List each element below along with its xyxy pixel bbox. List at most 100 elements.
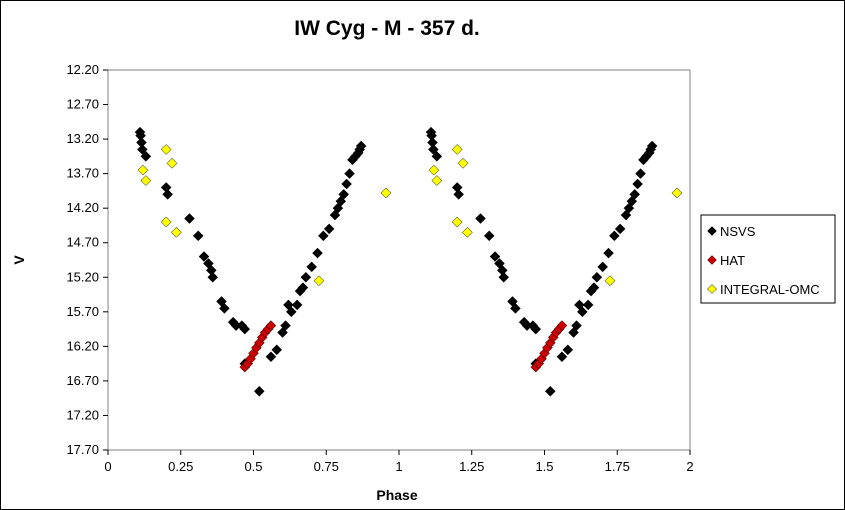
data-point — [184, 213, 195, 224]
data-point — [475, 213, 486, 224]
data-point — [603, 247, 614, 259]
legend-label: NSVS — [720, 224, 756, 239]
y-tick-label: 14.70 — [66, 235, 99, 250]
data-point — [671, 187, 683, 199]
x-tick-label: 1.5 — [535, 459, 553, 474]
series-nsvs — [134, 126, 658, 397]
x-tick-label: 0 — [104, 459, 111, 474]
data-point — [306, 261, 318, 273]
data-point — [162, 189, 174, 200]
data-point — [271, 344, 283, 356]
y-axis: 12.20 12.70 13.20 13.70 14.20 14.70 15.20 15.70… — [66, 62, 108, 457]
data-point — [451, 216, 463, 228]
data-point — [160, 144, 172, 155]
y-tick-label: 13.70 — [66, 166, 99, 181]
legend: NSVS HAT INTEGRAL-OMC — [700, 214, 836, 304]
y-tick-label: 17.70 — [66, 442, 99, 457]
data-point — [277, 327, 288, 338]
data-point — [265, 320, 277, 331]
x-tick-label: 0.25 — [168, 459, 193, 474]
data-point — [140, 151, 152, 162]
data-point — [562, 344, 574, 356]
y-axis-title: V — [11, 255, 27, 265]
data-point — [614, 223, 626, 235]
y-tick-label: 15.70 — [66, 304, 99, 319]
data-point — [591, 271, 603, 283]
data-point — [544, 385, 556, 397]
data-point — [489, 251, 501, 262]
data-point — [253, 385, 265, 397]
data-point — [198, 251, 210, 262]
x-tick-label: 0.75 — [314, 459, 339, 474]
data-point — [604, 275, 616, 287]
data-point — [428, 164, 440, 176]
data-point — [313, 275, 325, 287]
y-tick-label: 14.20 — [66, 200, 99, 215]
legend-marker — [707, 255, 717, 265]
x-tick-label: 1.75 — [605, 459, 630, 474]
legend-label: HAT — [720, 253, 745, 268]
data-point — [646, 140, 658, 152]
legend-marker — [707, 226, 717, 236]
data-point — [239, 323, 251, 335]
data-point — [530, 323, 542, 335]
data-point — [341, 178, 352, 190]
data-point — [457, 157, 469, 169]
data-point — [576, 306, 588, 318]
data-point — [498, 271, 510, 283]
data-point — [166, 157, 178, 169]
data-points — [134, 126, 683, 397]
data-point — [285, 306, 297, 318]
data-point — [355, 140, 367, 152]
x-axis-title: Phase — [376, 487, 417, 503]
x-axis: 0 0.25 0.5 0.75 1 1.25 1.5 1.75 2 — [104, 450, 694, 474]
data-point — [427, 144, 439, 155]
plot-area — [107, 69, 691, 451]
data-point — [300, 271, 312, 283]
data-point — [431, 151, 443, 162]
y-tick-label: 16.70 — [66, 373, 99, 388]
data-point — [635, 168, 646, 179]
data-point — [632, 178, 643, 190]
y-tick-label: 15.20 — [66, 269, 99, 284]
data-point — [510, 303, 521, 314]
legend-box — [700, 214, 836, 304]
data-point — [219, 303, 230, 314]
data-point — [265, 351, 277, 363]
data-point — [160, 216, 172, 228]
data-point — [597, 261, 609, 273]
data-point — [137, 164, 149, 176]
y-tick-label: 12.70 — [66, 97, 99, 112]
data-point — [556, 320, 568, 331]
y-tick-label: 16.20 — [66, 338, 99, 353]
data-point — [338, 189, 350, 200]
x-tick-label: 1 — [395, 459, 402, 474]
y-tick-label: 13.20 — [66, 131, 99, 146]
data-point — [207, 271, 219, 283]
data-point — [568, 327, 579, 338]
data-point — [380, 187, 392, 199]
series-integral-omc — [137, 144, 683, 287]
data-point — [323, 223, 335, 235]
x-tick-label: 1.25 — [459, 459, 484, 474]
series-hat — [239, 320, 568, 373]
data-point — [608, 230, 620, 242]
legend-label: INTEGRAL-OMC — [720, 282, 820, 297]
x-tick-label: 0.5 — [244, 459, 262, 474]
data-point — [280, 320, 291, 331]
data-point — [192, 230, 204, 242]
data-point — [462, 227, 473, 238]
data-point — [317, 230, 329, 242]
data-point — [297, 282, 309, 293]
data-point — [629, 189, 641, 200]
data-point — [451, 144, 463, 155]
data-point — [453, 189, 465, 200]
data-point — [140, 175, 152, 186]
data-point — [431, 175, 443, 186]
y-tick-label: 12.20 — [66, 62, 99, 77]
data-point — [291, 299, 303, 311]
x-tick-label: 2 — [686, 459, 693, 474]
data-point — [483, 230, 495, 242]
